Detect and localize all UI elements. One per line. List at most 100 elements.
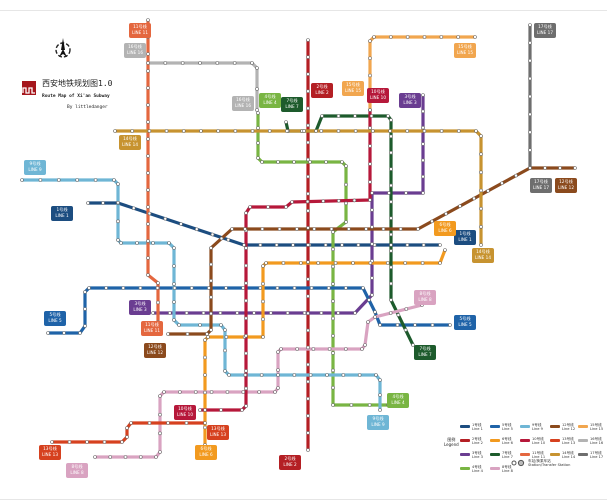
- station-marker[interactable]: [285, 129, 289, 133]
- station-marker[interactable]: [255, 87, 259, 91]
- station-marker[interactable]: [500, 181, 504, 186]
- station-marker[interactable]: [528, 58, 532, 63]
- line-badge-11[interactable]: 11号线 LINE 11: [141, 320, 163, 336]
- station-marker[interactable]: [292, 373, 297, 377]
- station-marker[interactable]: [403, 328, 408, 332]
- station-marker[interactable]: [166, 421, 170, 425]
- station-marker[interactable]: [370, 293, 374, 297]
- station-marker[interactable]: [224, 286, 228, 290]
- station-marker[interactable]: [147, 211, 152, 216]
- station-marker[interactable]: [209, 390, 214, 394]
- station-marker[interactable]: [479, 188, 483, 193]
- line-badge-1[interactable]: 1号线 LINE 1: [51, 205, 73, 221]
- station-marker[interactable]: [385, 261, 390, 265]
- station-marker[interactable]: [368, 261, 373, 265]
- station-marker[interactable]: [201, 311, 206, 315]
- station-marker[interactable]: [102, 440, 107, 444]
- station-marker[interactable]: [389, 183, 393, 188]
- station-marker[interactable]: [291, 243, 295, 247]
- station-marker[interactable]: [233, 129, 238, 133]
- station-marker[interactable]: [306, 328, 310, 333]
- station-marker[interactable]: [50, 440, 54, 444]
- station-marker[interactable]: [151, 241, 155, 245]
- station-marker[interactable]: [232, 61, 237, 65]
- station-marker[interactable]: [353, 129, 358, 133]
- station-marker[interactable]: [219, 323, 223, 327]
- station-marker[interactable]: [388, 129, 392, 133]
- station-marker[interactable]: [421, 109, 425, 114]
- station-marker[interactable]: [241, 390, 246, 394]
- station-marker[interactable]: [146, 188, 150, 192]
- line-badge-14[interactable]: 14号线 LINE 14: [472, 247, 494, 263]
- station-marker[interactable]: [219, 236, 224, 241]
- station-marker[interactable]: [259, 373, 264, 377]
- station-marker[interactable]: [163, 61, 168, 65]
- station-marker[interactable]: [336, 114, 341, 118]
- station-marker[interactable]: [421, 174, 425, 179]
- station-marker[interactable]: [331, 230, 335, 234]
- line-badge-16[interactable]: 16号线 LINE 16: [232, 95, 254, 111]
- station-marker[interactable]: [83, 290, 87, 294]
- station-marker[interactable]: [306, 414, 310, 418]
- station-marker[interactable]: [125, 426, 129, 430]
- station-marker[interactable]: [421, 191, 425, 195]
- station-marker[interactable]: [353, 311, 357, 315]
- station-marker[interactable]: [258, 243, 263, 247]
- station-marker[interactable]: [331, 385, 335, 390]
- station-marker[interactable]: [386, 114, 390, 118]
- station-marker[interactable]: [306, 72, 310, 76]
- station-marker[interactable]: [209, 246, 213, 250]
- station-marker[interactable]: [284, 120, 288, 124]
- station-marker[interactable]: [261, 335, 265, 339]
- station-marker[interactable]: [368, 180, 372, 184]
- station-marker[interactable]: [319, 311, 324, 315]
- station-marker[interactable]: [378, 378, 382, 382]
- station-marker[interactable]: [261, 299, 265, 304]
- station-marker[interactable]: [368, 198, 372, 202]
- station-marker[interactable]: [474, 129, 478, 133]
- station-marker[interactable]: [314, 129, 318, 133]
- station-marker[interactable]: [295, 347, 300, 351]
- station-marker[interactable]: [308, 160, 312, 164]
- station-marker[interactable]: [356, 243, 361, 247]
- line-badge-11[interactable]: 11号线 LINE 11: [129, 22, 151, 38]
- station-marker[interactable]: [258, 286, 263, 290]
- station-marker[interactable]: [146, 256, 150, 260]
- station-marker[interactable]: [266, 205, 270, 209]
- line-badge-10[interactable]: 10号线 LINE 10: [367, 87, 389, 103]
- station-marker[interactable]: [306, 89, 310, 94]
- station-marker[interactable]: [420, 261, 425, 265]
- station-marker[interactable]: [166, 332, 170, 336]
- station-marker[interactable]: [344, 201, 348, 206]
- station-marker[interactable]: [167, 241, 171, 245]
- station-marker[interactable]: [146, 154, 150, 158]
- station-marker[interactable]: [172, 286, 177, 290]
- station-marker[interactable]: [62, 331, 66, 335]
- station-marker[interactable]: [244, 211, 248, 215]
- station-marker[interactable]: [178, 390, 182, 394]
- station-marker[interactable]: [368, 144, 372, 148]
- station-marker[interactable]: [203, 425, 207, 430]
- station-marker[interactable]: [244, 263, 248, 268]
- station-marker[interactable]: [168, 311, 172, 315]
- station-marker[interactable]: [223, 328, 227, 332]
- station-marker[interactable]: [306, 55, 310, 59]
- station-marker[interactable]: [344, 286, 348, 290]
- station-marker[interactable]: [46, 331, 50, 335]
- station-marker[interactable]: [341, 373, 346, 377]
- station-marker[interactable]: [479, 134, 483, 138]
- station-marker[interactable]: [389, 35, 393, 39]
- station-marker[interactable]: [146, 52, 150, 56]
- station-marker[interactable]: [151, 311, 155, 315]
- station-marker[interactable]: [325, 373, 329, 377]
- station-marker[interactable]: [351, 261, 355, 265]
- station-marker[interactable]: [244, 298, 248, 303]
- station-marker[interactable]: [430, 219, 434, 224]
- station-marker[interactable]: [244, 334, 248, 338]
- station-marker[interactable]: [104, 286, 108, 290]
- station-marker[interactable]: [439, 35, 444, 39]
- station-marker[interactable]: [479, 170, 483, 175]
- station-marker[interactable]: [404, 307, 409, 311]
- station-marker[interactable]: [210, 232, 215, 237]
- station-marker[interactable]: [378, 393, 382, 397]
